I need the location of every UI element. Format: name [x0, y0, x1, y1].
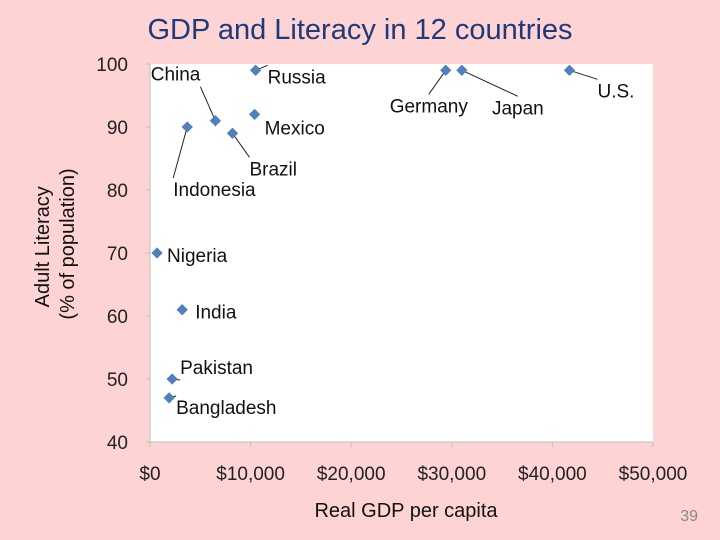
slide-title: GDP and Literacy in 12 countries [147, 14, 573, 46]
plot-area [150, 64, 653, 442]
x-tick-label: $0 [139, 464, 160, 485]
y-tick-label: 90 [107, 118, 128, 139]
point-label-brazil: Brazil [249, 159, 297, 180]
point-label-nigeria: Nigeria [167, 246, 228, 267]
y-tick-label: 80 [107, 181, 128, 202]
y-tick-label: 60 [107, 307, 128, 328]
point-label-russia: Russia [268, 67, 327, 88]
leader-line-germany [428, 70, 447, 95]
y-tick-label: 100 [96, 55, 128, 76]
point-label-indonesia: Indonesia [173, 180, 256, 201]
x-tick-label: $50,000 [619, 464, 688, 485]
data-point-bangladesh [163, 392, 175, 404]
point-label-pakistan: Pakistan [180, 358, 253, 379]
point-label-u-s: U.S. [598, 81, 635, 102]
leader-line-u-s [569, 69, 598, 80]
point-label-germany: Germany [390, 96, 469, 117]
leader-line-brazil [232, 133, 250, 158]
leader-line-indonesia [172, 126, 188, 179]
x-tick-label: $40,000 [518, 464, 587, 485]
data-point-nigeria [151, 247, 163, 259]
y-tick-label: 40 [107, 433, 128, 454]
x-tick-label: $30,000 [417, 464, 486, 485]
point-label-bangladesh: Bangladesh [176, 398, 276, 419]
point-label-japan: Japan [492, 98, 544, 119]
data-point-india [176, 304, 188, 316]
data-point-pakistan [166, 373, 178, 385]
point-label-china: China [151, 65, 201, 86]
x-tick-label: $20,000 [317, 464, 386, 485]
y-axis-title: Adult Literacy (% of population) [32, 168, 79, 319]
y-tick-label: 50 [107, 370, 128, 391]
x-tick-label: $10,000 [216, 464, 285, 485]
y-axis-title-line-2: (% of population) [57, 168, 79, 319]
y-axis-title-line-1: Adult Literacy [32, 186, 54, 307]
point-label-mexico: Mexico [265, 118, 325, 139]
y-tick-label: 70 [107, 244, 128, 265]
data-point-brazil [226, 127, 239, 139]
leader-line-japan [461, 69, 519, 97]
x-axis-title: Real GDP per capita [314, 500, 498, 522]
point-label-india: India [195, 303, 237, 324]
slide-number: 39 [680, 508, 698, 525]
leader-line-china [199, 86, 216, 121]
